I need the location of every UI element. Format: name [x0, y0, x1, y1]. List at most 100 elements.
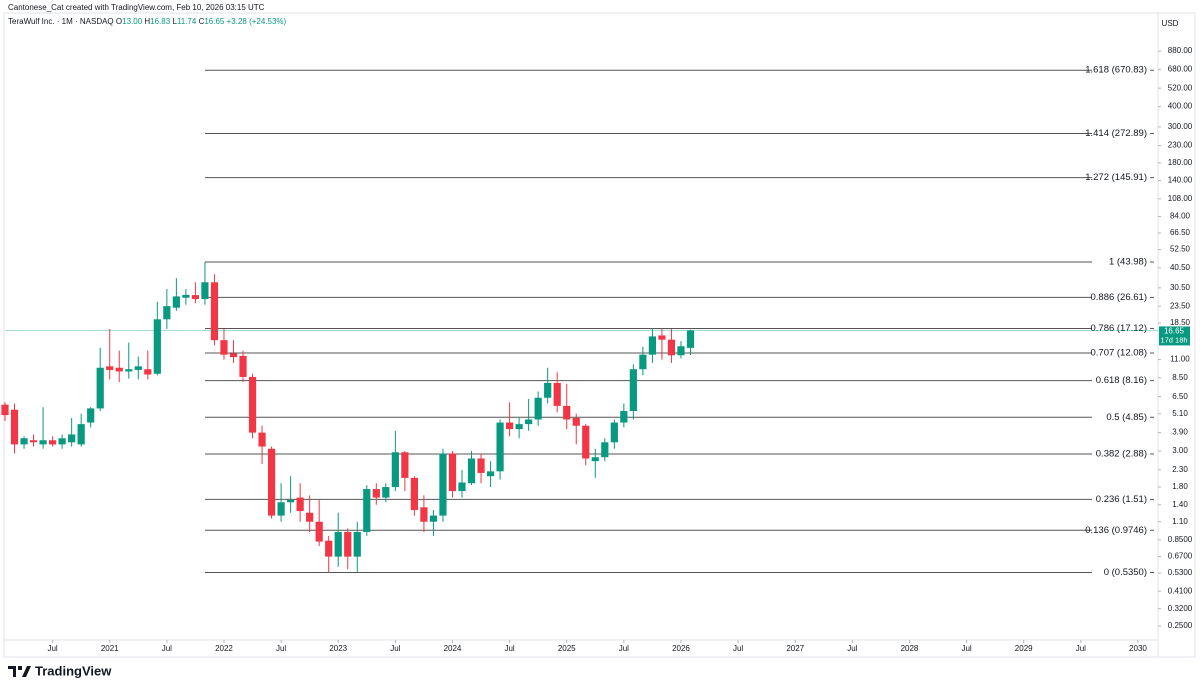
- y-tick-label: 140.00: [1168, 176, 1193, 185]
- x-tick-label: Jul: [733, 644, 743, 653]
- candle-body: [287, 499, 295, 503]
- candle-body: [401, 452, 409, 478]
- candle-body: [172, 296, 180, 308]
- candle-body: [163, 306, 171, 320]
- y-tick-label: 66.50: [1170, 228, 1191, 237]
- credit: Cantonese_Cat created with TradingView.c…: [8, 3, 265, 12]
- x-tick-label: Jul: [619, 644, 629, 653]
- candle-body: [534, 397, 542, 420]
- x-tick-label: Jul: [47, 644, 57, 653]
- x-tick-label: 2021: [101, 644, 119, 653]
- candle-body: [496, 422, 504, 472]
- x-tick-label: Jul: [1076, 644, 1086, 653]
- y-tick-label: 680.00: [1168, 64, 1193, 73]
- y-tick-label: 400.00: [1168, 102, 1193, 111]
- candle-body: [486, 471, 495, 477]
- y-tick-label: 18.50: [1170, 318, 1191, 327]
- candle-body: [677, 346, 685, 356]
- candle-body: [248, 376, 257, 433]
- candle-body: [544, 382, 552, 398]
- y-tick-label: 0.5300: [1168, 568, 1193, 577]
- candle-body: [601, 442, 609, 458]
- fib-label: 1.272 (145.91): [1085, 172, 1147, 183]
- x-tick-label: 2023: [329, 644, 347, 653]
- candle-body: [686, 330, 695, 348]
- x-tick-label: 2022: [215, 644, 233, 653]
- y-tick-label: 1.80: [1172, 482, 1188, 491]
- fib-label: 1.618 (670.83): [1085, 65, 1147, 76]
- fib-label: 0.618 (8.16): [1096, 375, 1147, 386]
- y-tick-label: 52.50: [1170, 245, 1191, 254]
- candle-body: [229, 353, 238, 358]
- candle-body: [239, 355, 247, 377]
- candle-body: [258, 432, 266, 447]
- price-tag-value: 16.65: [1164, 327, 1185, 336]
- x-tick-label: Jul: [276, 644, 286, 653]
- y-tick-label: 30.50: [1170, 283, 1191, 292]
- candle-body: [420, 507, 428, 522]
- candle-body: [382, 487, 390, 498]
- candle-body: [591, 457, 599, 462]
- candle-body: [391, 452, 399, 488]
- candle-body: [306, 512, 314, 522]
- candle-body: [667, 339, 676, 356]
- candle-body: [515, 424, 523, 430]
- ohlc-key: L: [172, 17, 177, 26]
- candle-body: [439, 453, 447, 516]
- candle-body: [429, 515, 438, 522]
- fib-label: 1.414 (272.89): [1085, 128, 1147, 139]
- candle-body: [96, 367, 104, 409]
- candle-body: [49, 440, 57, 445]
- candle-body: [363, 489, 371, 533]
- candle-body: [1, 404, 9, 416]
- logo: TradingView: [8, 663, 112, 678]
- fib-label: 0.886 (26.61): [1090, 292, 1147, 303]
- fib-label: 0.5 (4.85): [1106, 412, 1147, 423]
- x-tick-label: 2026: [672, 644, 690, 653]
- y-tick-label: 2.30: [1172, 465, 1188, 474]
- y-tick-label: 8.50: [1172, 373, 1188, 382]
- candle-body: [372, 489, 380, 498]
- y-tick-label: 3.90: [1172, 428, 1188, 437]
- candle-body: [87, 408, 95, 423]
- candle-body: [220, 340, 228, 355]
- candle-body: [125, 369, 133, 372]
- logo-text: TradingView: [35, 663, 112, 678]
- candle-body: [325, 540, 333, 557]
- y-tick-label: 5.10: [1172, 409, 1188, 418]
- x-tick-label: 2027: [786, 644, 804, 653]
- legend: TeraWulf Inc. · 1M · NASDAQ O13.00 H16.8…: [8, 17, 286, 26]
- candle-body: [572, 418, 580, 426]
- chart-frame: [3, 12, 1196, 658]
- symbol-title: TeraWulf Inc. · 1M · NASDAQ: [8, 17, 114, 26]
- candle-body: [106, 366, 114, 370]
- x-tick-label: Jul: [162, 644, 172, 653]
- candle-body: [477, 458, 485, 473]
- candle-body: [20, 438, 28, 445]
- y-tick-label: 6.50: [1172, 392, 1188, 401]
- candle-body: [77, 424, 85, 445]
- candle-body: [68, 434, 76, 443]
- x-tick-label: Jul: [504, 644, 514, 653]
- candle-body: [39, 440, 47, 445]
- candle-body: [58, 438, 66, 445]
- candle-body: [344, 532, 352, 557]
- candle-body: [448, 453, 457, 492]
- candle-body: [153, 319, 161, 374]
- candle-body: [553, 382, 561, 406]
- ohlc: O13.00 H16.83 L11.74 C16.65: [116, 17, 227, 26]
- y-tick-label: 880.00: [1168, 46, 1193, 55]
- fib-label: 0.136 (0.9746): [1085, 525, 1147, 536]
- candle-body: [201, 282, 209, 300]
- x-tick-label: Jul: [390, 644, 400, 653]
- candle-body: [296, 497, 304, 512]
- candle-body: [582, 425, 590, 459]
- candle-body: [563, 405, 571, 420]
- candle-body: [648, 336, 657, 355]
- candle-body: [115, 367, 123, 372]
- candle-body: [10, 409, 19, 445]
- candle-body: [277, 502, 285, 516]
- candle-body: [410, 477, 418, 510]
